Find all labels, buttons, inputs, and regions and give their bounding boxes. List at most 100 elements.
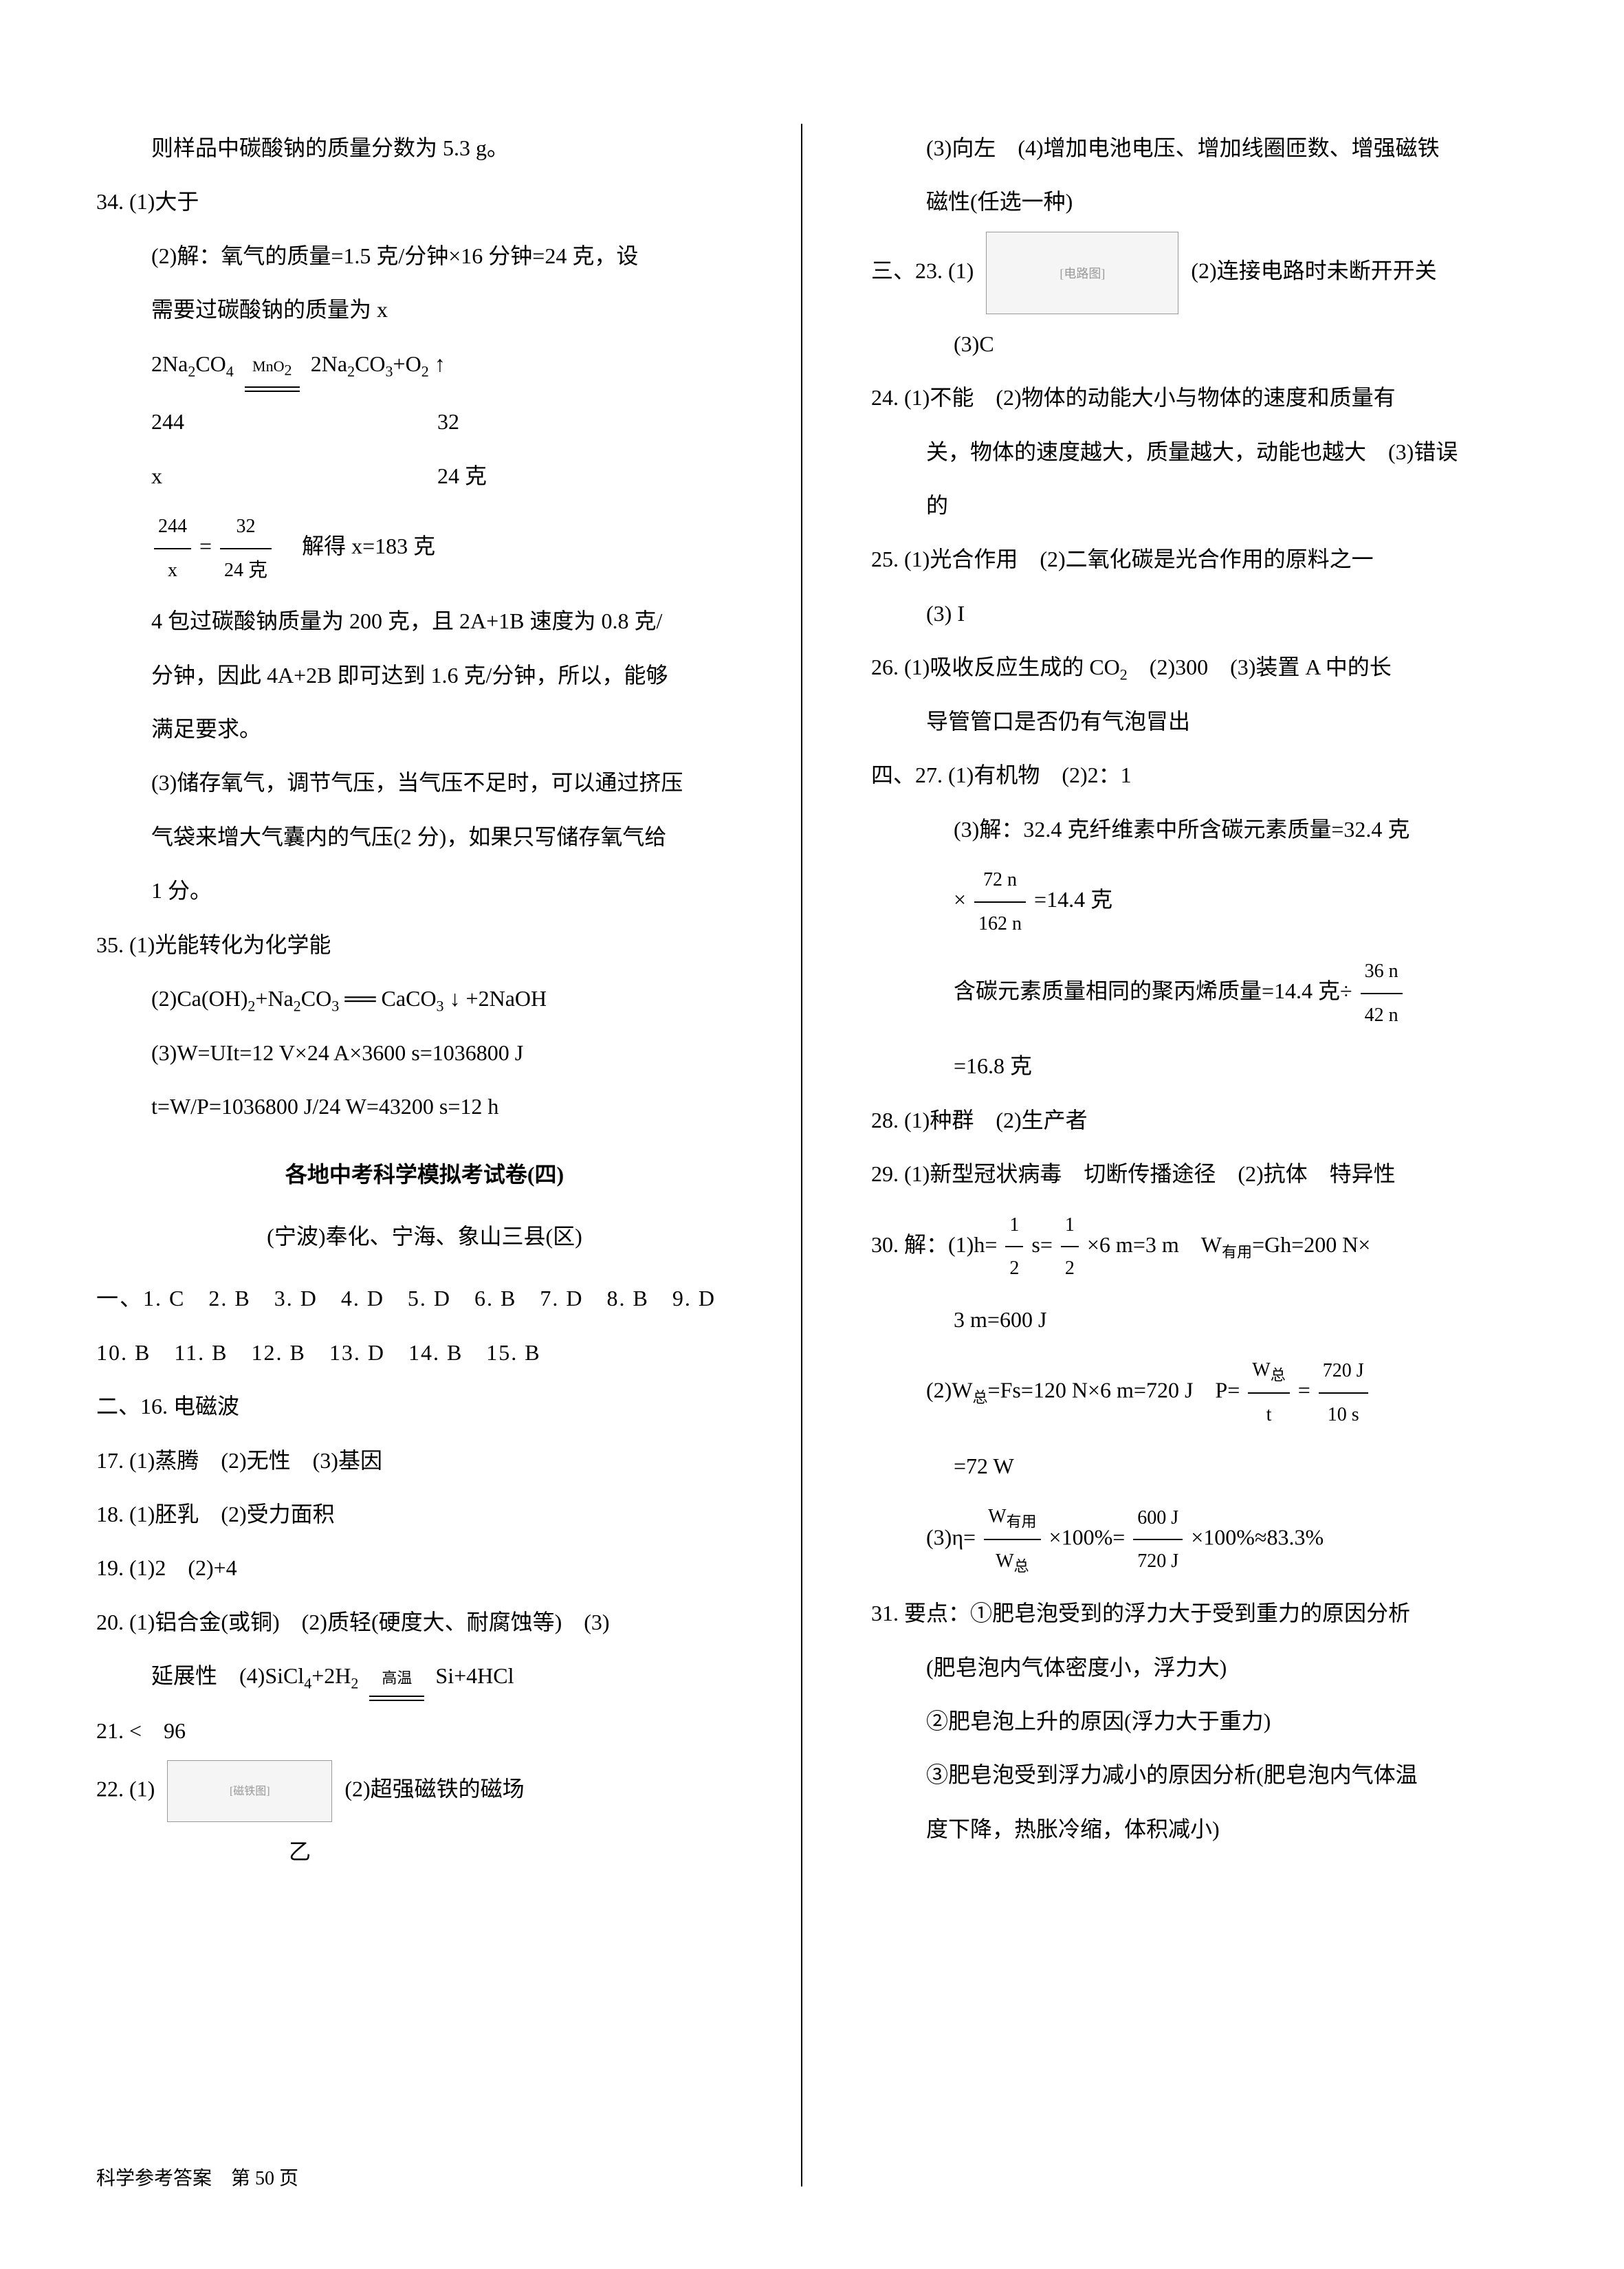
fraction: 720 J 10 s <box>1319 1350 1368 1436</box>
answer-text: (1)大于 <box>129 189 199 214</box>
text: 30. 解：(1)h= <box>871 1232 997 1257</box>
text-line: (3)向左 (4)增加电池电压、增加线圈匝数、增强磁铁 <box>871 124 1528 172</box>
denominator: 42 n <box>1361 994 1403 1037</box>
eq-part: Si+4HCl <box>435 1663 514 1688</box>
text: 26. (1)吸收反应生成的 CO <box>871 655 1120 679</box>
mcq-row: 10. B 11. B 12. B 13. D 14. B 15. B <box>96 1328 753 1377</box>
q31b: (肥皂泡内气体密度小，浮力大) <box>871 1643 1528 1691</box>
q27b: (3)解：32.4 克纤维素中所含碳元素质量=32.4 克 <box>871 805 1528 853</box>
numerator: W有用 <box>984 1495 1040 1540</box>
q16: 二、16. 电磁波 <box>96 1382 753 1430</box>
denominator: 162 n <box>974 903 1026 945</box>
text-line: 气袋来增大气囊内的气压(2 分)，如果只写储存氧气给 <box>96 813 753 861</box>
eq-part: +Na <box>255 986 293 1011</box>
numerator: W总 <box>1248 1349 1289 1394</box>
numerator: 244 <box>154 505 191 549</box>
text: ×6 m=3 m W <box>1087 1232 1222 1257</box>
condition: MnO <box>252 358 284 375</box>
eq-part: 延展性 (4)SiCl <box>151 1663 304 1688</box>
q-num: 23. (1) <box>915 258 974 283</box>
q30-p2: (2)W总=Fs=120 N×6 m=720 J P= W总 t = 720 J… <box>871 1349 1528 1436</box>
eq-part: CO <box>195 351 226 376</box>
section-label: 二、 <box>96 1394 140 1418</box>
section-label: 四、 <box>871 763 915 787</box>
text: × <box>954 887 966 912</box>
subscript: 2 <box>248 997 255 1014</box>
right-column: (3)向左 (4)增加电池电压、增加线圈匝数、增强磁铁 磁性(任选一种) 三、2… <box>851 124 1528 2186</box>
subscript: 2 <box>284 361 292 378</box>
text: (2)300 (3)装置 A 中的长 <box>1150 655 1392 679</box>
gas-arrow: ↑ <box>435 351 446 376</box>
section-label: 一、 <box>96 1286 143 1311</box>
q26a: 26. (1)吸收反应生成的 CO2 (2)300 (3)装置 A 中的长 <box>871 643 1528 692</box>
fraction: 1 2 <box>1061 1204 1079 1290</box>
chem-equation: (2)Ca(OH)2+Na2CO3 ══ CaCO3 ↓ +2NaOH <box>96 974 753 1023</box>
eq-part: CaCO <box>382 986 437 1011</box>
page-container: 则样品中碳酸钠的质量分数为 5.3 g。 34. (1)大于 (2)解：氧气的质… <box>96 124 1528 2186</box>
text: = <box>1298 1378 1310 1403</box>
text: =Fs=120 N×6 m=720 J P= <box>988 1378 1240 1403</box>
subscript: 2 <box>294 997 301 1014</box>
numerator: 600 J <box>1133 1497 1183 1541</box>
denominator: 720 J <box>1133 1540 1183 1583</box>
q31a: 31. 要点：①肥皂泡受到的浮力大于受到重力的原因分析 <box>871 1589 1528 1637</box>
q29: 29. (1)新型冠状病毒 切断传播途径 (2)抗体 特异性 <box>871 1150 1528 1198</box>
text: =Gh=200 N× <box>1252 1232 1370 1257</box>
text-line: 4 包过碳酸钠质量为 200 克，且 2A+1B 速度为 0.8 克/ <box>96 597 753 645</box>
answer-text: 16. 电磁波 <box>140 1394 239 1418</box>
text-line: t=W/P=1036800 J/24 W=43200 s=12 h <box>96 1082 753 1130</box>
subscript: 3 <box>331 997 339 1014</box>
denominator: W总 <box>984 1540 1040 1583</box>
denominator: t <box>1248 1394 1289 1436</box>
solve-text: 解得 x=183 克 <box>302 534 435 558</box>
q34-p2a: (2)解：氧气的质量=1.5 克/分钟×16 分钟=24 克，设 <box>96 232 753 280</box>
q22: 22. (1) [磁铁图] (2)超强磁铁的磁场 <box>96 1760 753 1822</box>
answer-text: (2)超强磁铁的磁场 <box>344 1776 524 1801</box>
eq-part: +O <box>393 351 421 376</box>
subscript: 2 <box>347 362 355 380</box>
numerator: 32 <box>220 505 272 549</box>
q-num: 22. (1) <box>96 1776 155 1801</box>
q21: 21. < 96 <box>96 1707 753 1755</box>
q31c: ②肥皂泡上升的原因(浮力大于重力) <box>871 1697 1528 1745</box>
mass-val: 32 <box>437 409 459 434</box>
q35-p1: 35. (1)光能转化为化学能 <box>96 921 753 969</box>
q31d: ③肥皂泡受到浮力减小的原因分析(肥皂泡内气体温 <box>871 1751 1528 1799</box>
magnet-diagram-icon: [磁铁图] <box>167 1760 332 1822</box>
subscript: 总 <box>973 1389 988 1406</box>
subscript: 3 <box>386 362 393 380</box>
q27c: × 72 n 162 n =14.4 克 <box>871 859 1528 945</box>
eq-part: (2)Ca(OH) <box>151 986 248 1011</box>
answer-text: (1)光能转化为化学能 <box>129 932 331 957</box>
numerator: 36 n <box>1361 950 1403 994</box>
text-line: 满足要求。 <box>96 705 753 753</box>
eq-part: CO <box>301 986 331 1011</box>
q25b: (3) I <box>871 589 1528 637</box>
img-label: 乙 <box>96 1828 753 1876</box>
q24a: 24. (1)不能 (2)物体的动能大小与物体的速度和质量有 <box>871 373 1528 421</box>
denominator: 2 <box>1061 1247 1079 1290</box>
subscript: 3 <box>437 997 444 1014</box>
section-title: 各地中考科学模拟考试卷(四) <box>96 1150 753 1198</box>
chem-equation: 2Na2CO4 MnO2 2Na2CO3+O2 ↑ <box>96 340 753 393</box>
eq-part: 2Na <box>151 351 188 376</box>
q30-p3: (3)η= W有用 W总 ×100%= 600 J 720 J ×100%≈83… <box>871 1495 1528 1583</box>
page-footer: 科学参考答案 第 50 页 <box>96 2158 298 2200</box>
text-line: 分钟，因此 4A+2B 即可达到 1.6 克/分钟，所以，能够 <box>96 651 753 699</box>
subscript: 2 <box>1120 666 1128 683</box>
q30-p1b: 3 m=600 J <box>871 1295 1528 1344</box>
numerator: 72 n <box>974 859 1026 903</box>
mcq-answers: 1. C 2. B 3. D 4. D 5. D 6. B 7. D 8. B … <box>143 1286 716 1311</box>
text: s= <box>1031 1232 1053 1257</box>
fraction: 36 n 42 n <box>1361 950 1403 1036</box>
q24c: 的 <box>871 481 1528 529</box>
q27e: =16.8 克 <box>871 1042 1528 1090</box>
eq-sign: ══ <box>344 986 375 1011</box>
q23: 三、23. (1) [电路图] (2)连接电路时未断开开关 <box>871 232 1528 314</box>
eq-part: CO <box>355 351 385 376</box>
q27a: 四、27. (1)有机物 (2)2：1 <box>871 751 1528 799</box>
fraction: 600 J 720 J <box>1133 1497 1183 1583</box>
q27d: 含碳元素质量相同的聚丙烯质量=14.4 克÷ 36 n 42 n <box>871 950 1528 1036</box>
fraction: 1 2 <box>1005 1204 1023 1290</box>
subscript: 4 <box>304 1675 311 1692</box>
